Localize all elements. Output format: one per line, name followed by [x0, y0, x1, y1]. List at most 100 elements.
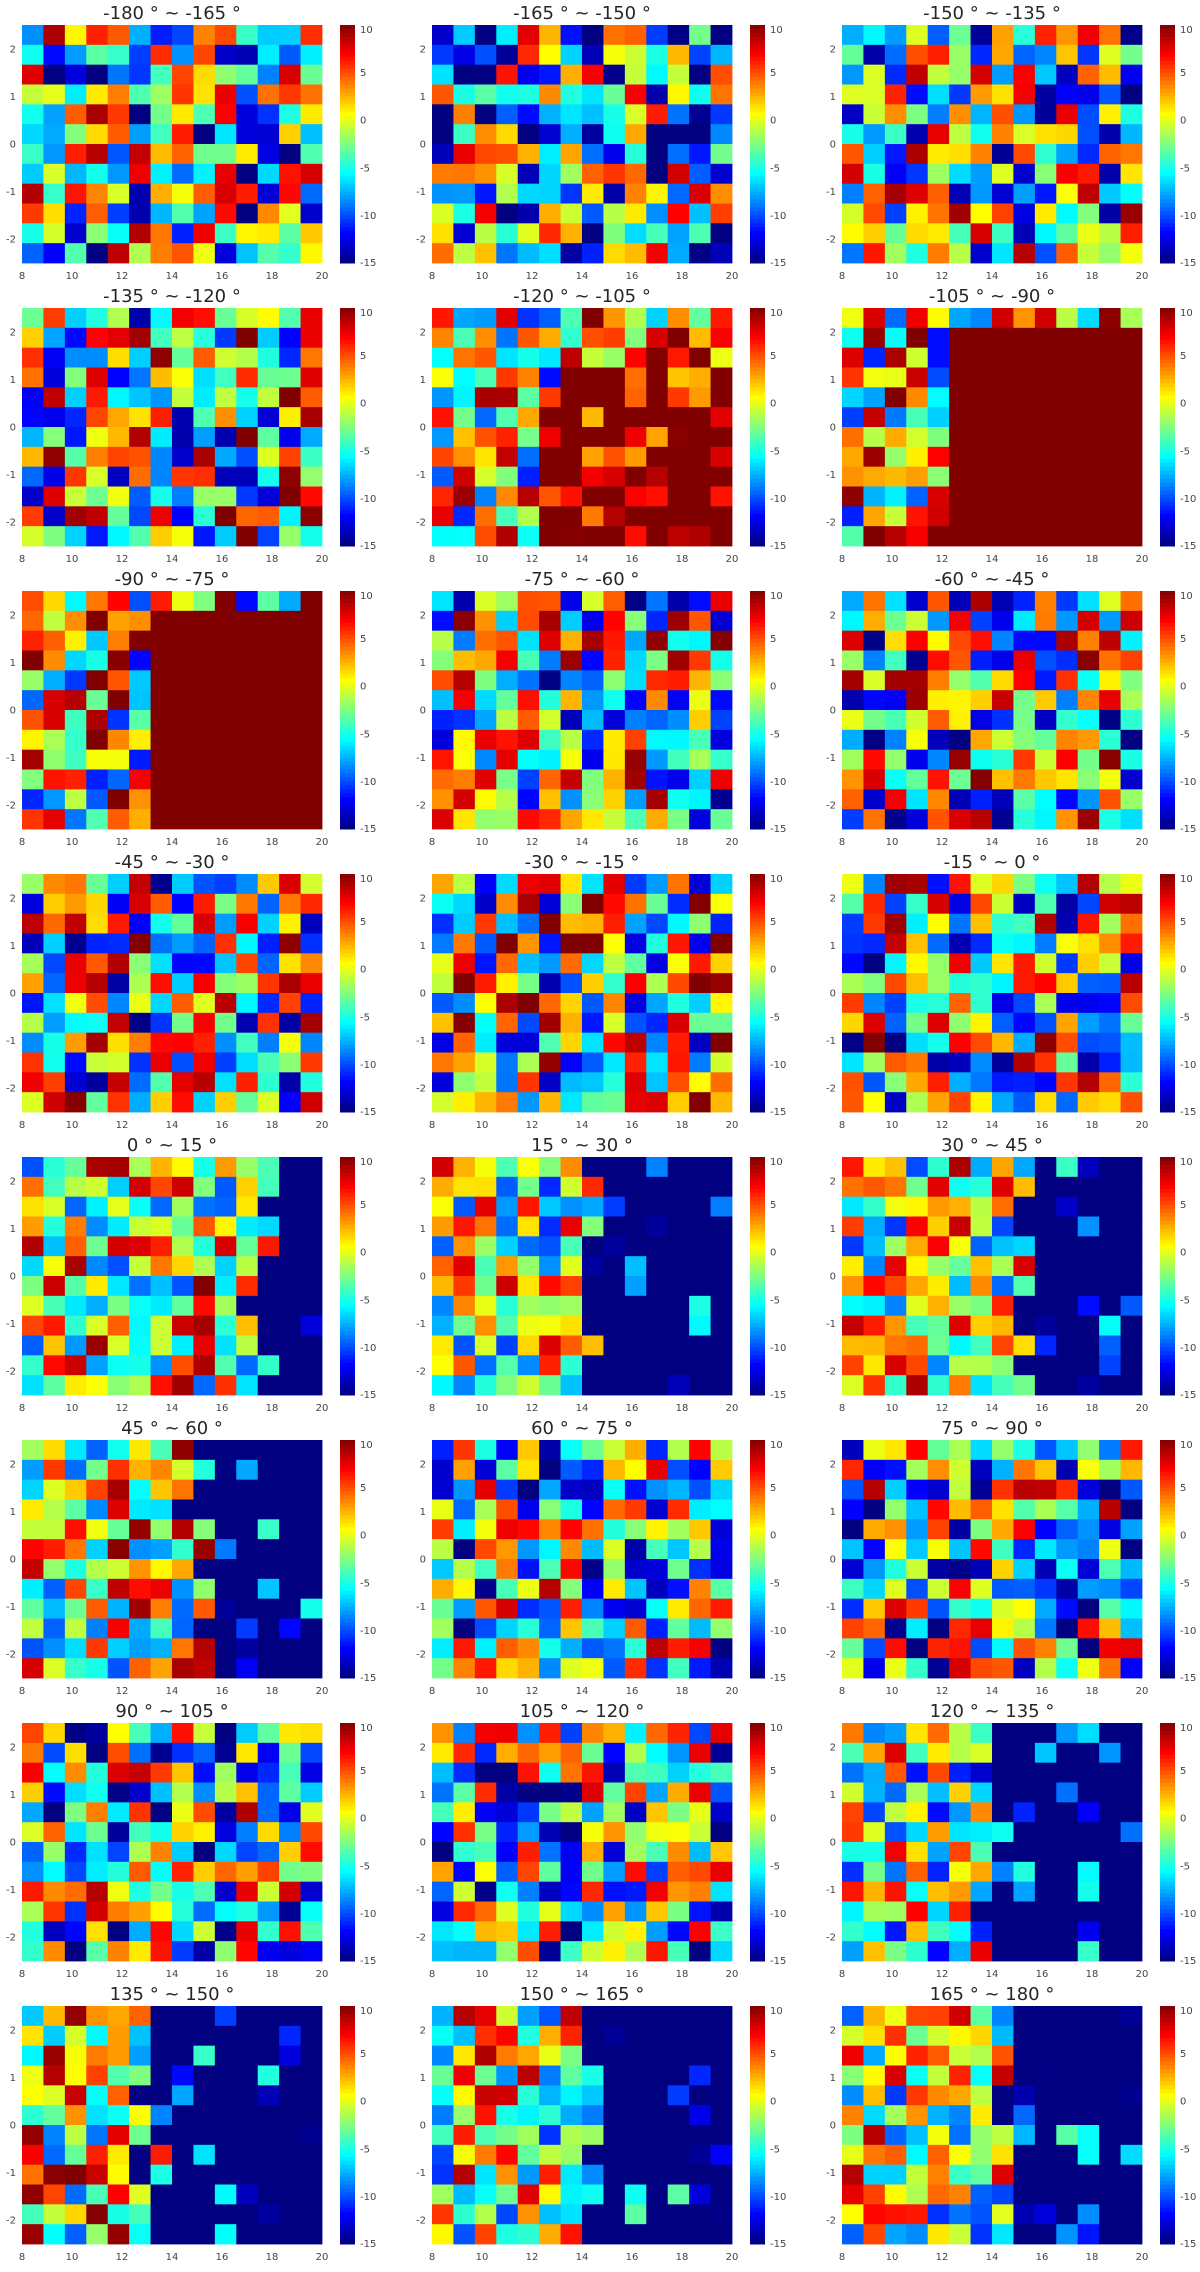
heatmap-cell [474, 1539, 497, 1560]
x-tick-label: 10 [66, 554, 79, 565]
colorbar-band [1160, 470, 1175, 476]
colorbar-band [340, 1176, 355, 1182]
colorbar-tick-label: -5 [360, 729, 370, 740]
x-tick-label: 16 [1036, 554, 1049, 565]
heatmap-cell [496, 347, 519, 368]
colorbar-band [750, 1523, 765, 1528]
heatmap-cell [603, 1440, 626, 1461]
colorbar-band [340, 1383, 355, 1388]
colorbar-band [1160, 1503, 1175, 1508]
colorbar-band [750, 1519, 765, 1524]
colorbar-band [340, 259, 355, 264]
heatmap-cell [884, 1762, 907, 1783]
y-tick-label: -1 [6, 1319, 16, 1330]
heatmap-cell [1034, 993, 1057, 1014]
colorbar-band [340, 1642, 355, 1647]
heatmap-cell [1013, 44, 1036, 66]
colorbar-tick-label: -5 [1180, 1295, 1190, 1306]
heatmap-cell [970, 526, 993, 547]
heatmap-cell [667, 769, 690, 790]
colorbar-band [340, 1200, 355, 1206]
y-tick-label: -2 [826, 1084, 836, 1095]
heatmap-panel: -75 ° ~ -60 °8 10 12 14 16 18 20210-1-21050-5-… [416, 569, 786, 848]
heatmap-cell [474, 1861, 497, 1883]
heatmap-cell [1056, 1539, 1079, 1560]
heatmap-cell [863, 223, 886, 244]
heatmap-cell [432, 1072, 454, 1093]
heatmap-cell [64, 84, 87, 105]
heatmap-cell [129, 1598, 151, 1619]
x-tick-label: 18 [1086, 1686, 1099, 1697]
heatmap-cell [582, 1012, 604, 1034]
heatmap-cell [949, 1216, 971, 1237]
colorbar-band [1160, 1228, 1175, 1233]
heatmap-cell [453, 1276, 476, 1297]
heatmap-cell [906, 1256, 929, 1277]
heatmap-cell [603, 874, 626, 895]
heatmap-cell [236, 1236, 259, 1257]
colorbar-band [340, 1750, 355, 1756]
heatmap-cell [1099, 1355, 1121, 1376]
heatmap-cell [1034, 610, 1057, 632]
x-tick-label: 12 [116, 837, 129, 848]
heatmap-cell [603, 104, 626, 125]
heatmap-cell [1099, 1157, 1121, 1178]
heatmap-cell [582, 367, 604, 388]
panel-title: -105 ° ~ -90 ° [929, 286, 1055, 307]
heatmap-cell [582, 1658, 604, 1679]
heatmap-cell [1013, 729, 1036, 751]
heatmap-cell [214, 1157, 237, 1178]
heatmap-cell [624, 163, 647, 185]
heatmap-cell [22, 1519, 44, 1540]
heatmap-cell [107, 223, 130, 244]
heatmap-cell [474, 183, 497, 204]
heatmap-cell [453, 1618, 476, 1639]
heatmap-cell [1013, 446, 1036, 468]
heatmap-cell [624, 1842, 647, 1863]
heatmap-cell [970, 1723, 993, 1744]
heatmap-cell [582, 1822, 604, 1843]
colorbar-band [750, 538, 765, 543]
heatmap-cell [1120, 1459, 1143, 1481]
colorbar-band [340, 650, 355, 655]
heatmap-cell [863, 1459, 886, 1481]
heatmap-cell [863, 183, 886, 204]
x-tick-label: 8 [19, 1403, 25, 1414]
heatmap-cell [646, 1658, 669, 1679]
heatmap-cell [1120, 1519, 1143, 1540]
colorbar-band [1160, 985, 1175, 990]
heatmap-cell [582, 630, 604, 651]
x-tick-label: 14 [986, 271, 999, 282]
heatmap-cell [927, 1499, 950, 1520]
heatmap-cell [710, 466, 733, 487]
heatmap-cell [496, 1052, 519, 1073]
heatmap-cell [667, 1052, 690, 1073]
heatmap-cell [624, 44, 647, 66]
colorbar-band [340, 438, 355, 444]
colorbar-band [750, 1670, 765, 1675]
heatmap-cell [107, 163, 130, 185]
colorbar-band [1160, 1180, 1175, 1186]
heatmap-cell [214, 1723, 237, 1744]
heatmap-cell [1120, 1479, 1143, 1500]
heatmap-cell [1056, 953, 1079, 974]
colorbar-band [340, 542, 355, 547]
heatmap-cell [992, 466, 1014, 487]
heatmap-cell [646, 650, 669, 671]
colorbar-band [750, 1303, 765, 1309]
heatmap-cell [43, 427, 66, 448]
heatmap-cell [1056, 1658, 1079, 1679]
heatmap-cell [172, 124, 194, 145]
heatmap-cell [927, 769, 950, 790]
colorbar-band [340, 1754, 355, 1760]
heatmap-cell [906, 1072, 929, 1093]
heatmap-cell [992, 1762, 1014, 1783]
heatmap-cell [582, 749, 604, 770]
heatmap-cell [884, 486, 907, 507]
heatmap-cell [1013, 1157, 1036, 1178]
heatmap-cell [1056, 1315, 1079, 1336]
colorbar-band [340, 1379, 355, 1384]
colorbar-band [750, 1889, 765, 1895]
heatmap-cell [624, 809, 647, 830]
colorbar-band [1160, 207, 1175, 212]
